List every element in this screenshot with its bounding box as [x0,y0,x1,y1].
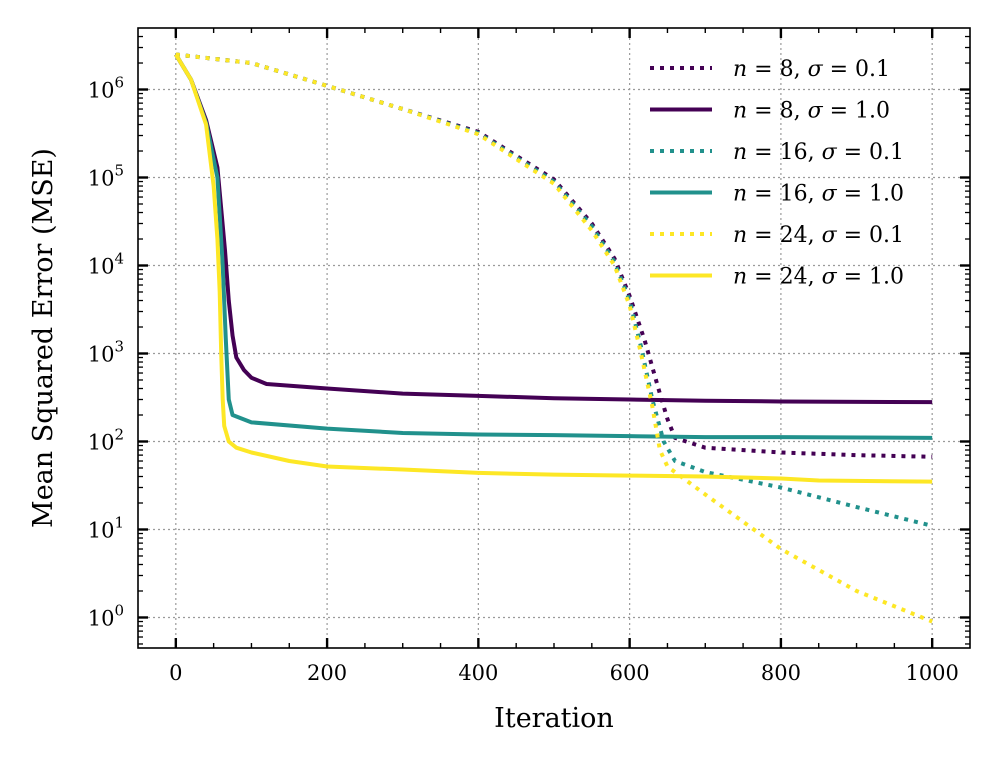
legend-label: n = 16, σ = 0.1 [733,140,904,165]
legend-label: n = 8, σ = 0.1 [733,57,890,82]
x-tick-label: 400 [458,661,498,685]
legend-entry-1: n = 8, σ = 0.1 [650,57,890,82]
axis-ticks [138,28,970,648]
y-axis-label: Mean Squared Error (MSE) [28,148,59,528]
x-axis-label: Iteration [494,703,614,734]
series-line-3 [175,52,933,528]
legend-label: n = 8, σ = 1.0 [733,99,890,124]
y-tick-labels: 100 101 102 103 104 105 106 [88,74,124,631]
legend-entry-4: n = 16, σ = 1.0 [650,182,904,207]
x-tick-labels: 0 200 400 600 800 1000 [169,661,959,685]
y-tick-label: 106 [88,74,124,103]
series-lines [174,52,933,624]
y-tick-label: 100 [88,601,124,630]
series-line-6 [174,53,933,484]
x-tick-label: 200 [307,661,347,685]
y-tick-label: 101 [88,513,124,542]
legend-entry-2: n = 8, σ = 1.0 [650,99,890,124]
legend: n = 8, σ = 0.1 n = 8, σ = 1.0 n = 16, σ = … [650,57,904,290]
y-tick-label: 103 [88,337,124,366]
legend-entry-5: n = 24, σ = 0.1 [650,223,904,248]
x-tick-label: 0 [169,661,182,685]
legend-entry-3: n = 16, σ = 0.1 [650,140,904,165]
x-tick-label: 1000 [905,661,958,685]
y-tick-label: 104 [88,249,124,278]
y-tick-label: 102 [88,425,124,454]
y-tick-label: 105 [88,162,124,191]
series-line-5 [175,52,933,624]
legend-label: n = 16, σ = 1.0 [733,182,904,207]
x-tick-label: 800 [761,661,801,685]
legend-label: n = 24, σ = 0.1 [733,223,904,248]
legend-entry-6: n = 24, σ = 1.0 [650,265,904,290]
series-line-4 [174,53,933,440]
legend-label: n = 24, σ = 1.0 [733,265,904,290]
x-tick-label: 600 [610,661,650,685]
series-line-2 [174,53,933,405]
